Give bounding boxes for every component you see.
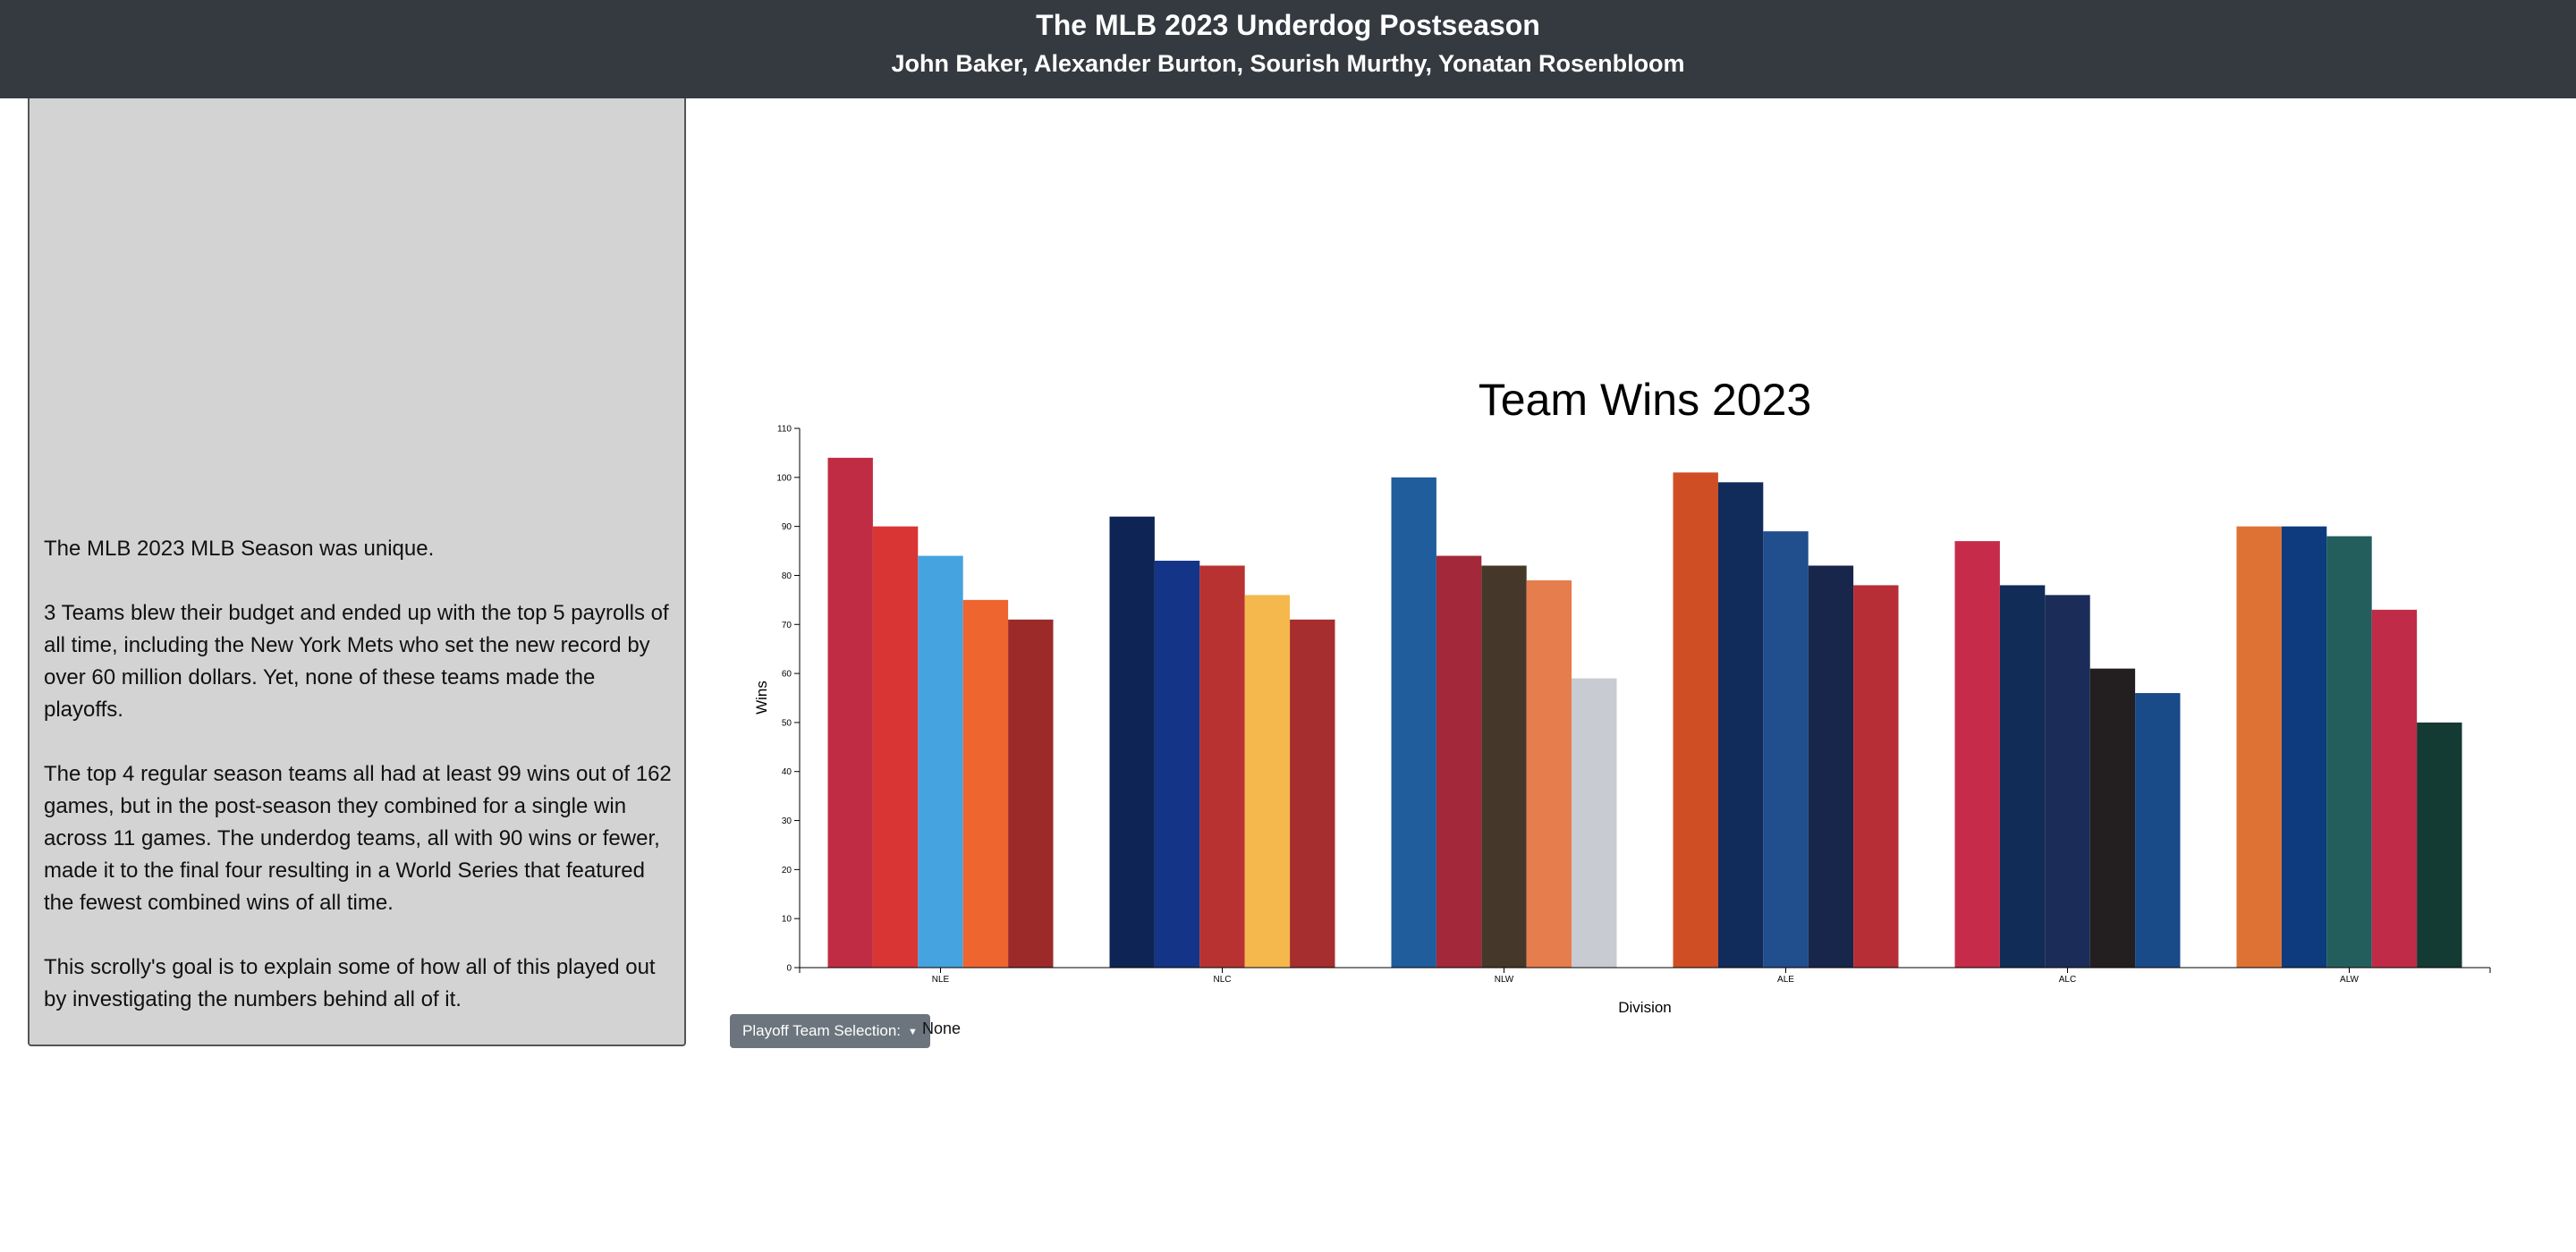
selection-value: None	[922, 1019, 962, 1037]
x-tick-label: NLW	[1495, 975, 1514, 985]
y-tick-label: 60	[782, 670, 792, 680]
caret-down-icon: ▼	[908, 1026, 918, 1037]
y-tick-label: 110	[777, 425, 792, 435]
bar-nlw-5	[1572, 678, 1617, 968]
y-tick-label: 0	[786, 964, 792, 974]
bar-alw-2	[2281, 526, 2327, 968]
bar-nle-2	[872, 526, 919, 968]
y-tick-label: 20	[782, 866, 792, 876]
story-paragraph: 3 Teams blew their budget and ended up w…	[44, 601, 669, 722]
bar-ale-4	[1808, 565, 1854, 968]
bar-nlc-2	[1154, 561, 1200, 968]
bar-nlw-1	[1391, 477, 1436, 968]
story-paragraph: This scrolly's goal is to explain some o…	[44, 955, 656, 1011]
bar-nlc-4	[1244, 595, 1291, 968]
bar-ale-3	[1763, 531, 1809, 968]
bar-nle-4	[962, 599, 1009, 968]
chart-title: Team Wins 2023	[1479, 375, 1811, 425]
story-paragraph: The MLB 2023 MLB Season was unique.	[44, 537, 435, 561]
bar-nlc-3	[1199, 565, 1245, 968]
y-tick-label: 50	[782, 718, 792, 728]
bar-nle-5	[1008, 619, 1054, 968]
bar-alc-1	[1954, 541, 2000, 968]
bar-nlc-1	[1109, 516, 1155, 968]
x-tick-label: ALC	[2059, 975, 2076, 985]
bar-nle-3	[918, 555, 963, 968]
bar-ale-1	[1673, 472, 1718, 968]
y-tick-label: 10	[782, 915, 792, 925]
playoff-team-selection-dropdown[interactable]: Playoff Team Selection: ▼	[730, 1014, 930, 1048]
bar-ale-5	[1853, 585, 1899, 968]
y-tick-label: 80	[782, 571, 792, 581]
bar-alw-5	[2417, 722, 2462, 968]
story-panel: The MLB 2023 MLB Season was unique. 3 Te…	[28, 98, 686, 1046]
bar-alw-1	[2236, 526, 2282, 968]
bar-alc-4	[2089, 668, 2136, 968]
bar-alw-4	[2371, 609, 2418, 968]
bar-alc-2	[1999, 585, 2046, 968]
bar-nlw-3	[1481, 565, 1527, 968]
bar-alw-3	[2326, 536, 2372, 968]
y-tick-label: 30	[782, 816, 792, 826]
team-wins-chart: Team Wins 2023 NLE NLC NLW ALE ALC ALW 0 10 20 30 4…	[698, 358, 2558, 1019]
y-tick-label: 70	[782, 621, 792, 630]
x-axis-label: Division	[1618, 999, 1672, 1016]
x-tick-label: NLC	[1213, 975, 1231, 985]
chart-svg: Team Wins 2023 NLE NLC NLW ALE ALC ALW 0 10 20 30 4…	[753, 375, 2491, 1016]
y-tick-label: 90	[782, 522, 792, 532]
authors-line: John Baker, Alexander Burton, Sourish Mu…	[891, 50, 1685, 77]
y-axis-label: Wins	[753, 681, 770, 715]
bar-nlw-4	[1526, 579, 1572, 968]
y-tick-label: 100	[776, 473, 792, 483]
story-paragraph: The top 4 regular season teams all had a…	[44, 762, 672, 915]
page-header: The MLB 2023 Underdog Postseason John Ba…	[0, 0, 2576, 98]
story-text: The MLB 2023 MLB Season was unique. 3 Te…	[44, 533, 672, 1048]
bar-alc-3	[2045, 595, 2090, 968]
dropdown-label: Playoff Team Selection:	[742, 1022, 902, 1039]
x-tick-label: ALW	[2340, 975, 2359, 985]
x-tick-label: ALE	[1777, 975, 1794, 985]
bar-ale-2	[1717, 482, 1764, 968]
bar-nlw-2	[1436, 555, 1482, 968]
page-title: The MLB 2023 Underdog Postseason	[1036, 9, 1540, 41]
x-tick-label: NLE	[932, 975, 950, 985]
bar-nlc-5	[1290, 619, 1335, 968]
bar-nle-1	[827, 457, 873, 969]
y-tick-label: 40	[782, 767, 792, 777]
bar-alc-5	[2135, 693, 2181, 968]
